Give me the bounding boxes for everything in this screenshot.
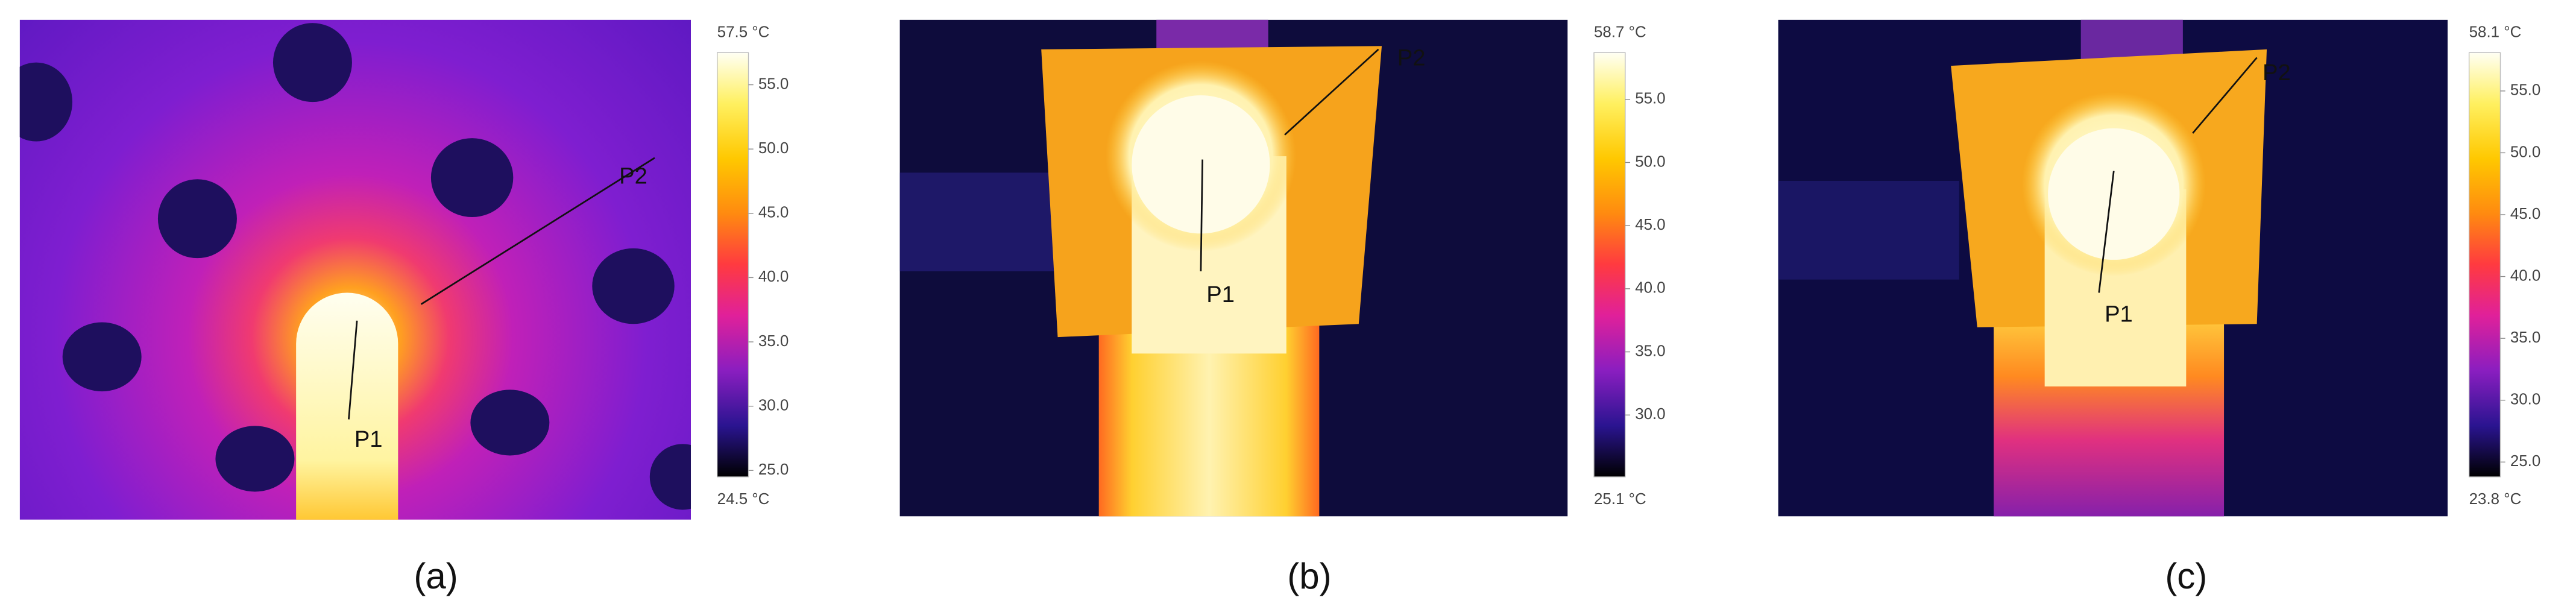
panel-caption: (c) <box>2165 556 2207 596</box>
hole <box>592 248 675 324</box>
colorbar-tick-label: 40.0 <box>758 268 789 285</box>
point-label: P2 <box>1397 45 1426 71</box>
colorbar <box>1593 52 1626 478</box>
colorbar-tick-label: 35.0 <box>1635 342 1665 359</box>
colorbar-tick-label: 25.0 <box>758 461 789 478</box>
colorbar-tick-label: 55.0 <box>2510 82 2540 99</box>
colorbar-min-label: 23.8 °C <box>2469 491 2522 508</box>
panel-caption: (b) <box>1287 556 1331 596</box>
measure-line <box>2098 171 2115 293</box>
colorbar-tick-label: 30.0 <box>2510 391 2540 408</box>
panel: P1 P2 58.7 °C 25.1 °C 55.0 50.0 45.0 40.0 35.0 30… <box>899 19 1666 596</box>
panel-caption: (a) <box>414 556 458 596</box>
colorbar-min-label: 25.1 °C <box>1594 491 1646 508</box>
colorbar-tick-label: 40.0 <box>2510 267 2540 284</box>
hole <box>62 322 142 392</box>
side-strip <box>1778 181 1959 280</box>
colorbar-tick-label: 50.0 <box>2510 144 2540 160</box>
colorbar-max-label: 57.5 °C <box>717 24 770 40</box>
colorbar-tick-label: 30.0 <box>758 397 789 414</box>
hole <box>19 62 73 142</box>
measure-line <box>1284 48 1379 136</box>
tube-end <box>1132 95 1270 234</box>
colorbar-tick-label: 40.0 <box>1635 280 1665 297</box>
side-strip <box>899 172 1065 271</box>
point-label: P1 <box>354 426 383 452</box>
measure-line <box>348 320 358 420</box>
point-label: P1 <box>1206 282 1235 308</box>
thermal-image <box>1778 19 2448 517</box>
colorbar-tick-label: 45.0 <box>2510 206 2540 222</box>
colorbar-tick-label: 25.0 <box>2510 453 2540 470</box>
colorbar-tick-label: 35.0 <box>758 333 789 350</box>
colorbar-tick-label: 45.0 <box>1635 216 1665 233</box>
thermal-image <box>899 19 1568 517</box>
point-label: P1 <box>2105 301 2133 327</box>
hole <box>430 138 514 217</box>
hole <box>470 390 550 456</box>
hole <box>272 23 352 102</box>
colorbar-tick-label: 30.0 <box>1635 406 1665 423</box>
panel: P1 P2 57.5 °C 24.5 °C 55.0 50.0 45.0 40.0 35.0 30… <box>19 19 789 596</box>
point-label: P2 <box>619 163 647 189</box>
point-label: P2 <box>2263 60 2291 86</box>
colorbar-tick-label: 50.0 <box>758 140 789 157</box>
colorbar-max-label: 58.1 °C <box>2469 24 2522 40</box>
colorbar-tick-label: 45.0 <box>758 204 789 221</box>
colorbar-tick-label: 55.0 <box>758 75 789 92</box>
tube-end <box>2048 128 2180 260</box>
heated-tube <box>296 292 398 520</box>
hole <box>649 444 691 510</box>
panel: P1 P2 58.1 °C 23.8 °C 55.0 50.0 45.0 40.0 35.0 30… <box>1778 19 2540 596</box>
hole <box>215 426 295 492</box>
measure-line <box>1200 159 1203 272</box>
colorbar-tick-label: 50.0 <box>1635 153 1665 170</box>
hole <box>157 179 237 259</box>
colorbar <box>716 52 749 478</box>
thermal-image <box>19 19 691 520</box>
measure-line <box>420 157 655 305</box>
colorbar-tick-label: 35.0 <box>2510 329 2540 346</box>
measure-line <box>2192 57 2258 134</box>
colorbar-max-label: 58.7 °C <box>1594 24 1646 40</box>
colorbar-tick-label: 55.0 <box>1635 90 1665 107</box>
colorbar-min-label: 24.5 °C <box>717 491 770 508</box>
colorbar <box>2468 52 2501 478</box>
